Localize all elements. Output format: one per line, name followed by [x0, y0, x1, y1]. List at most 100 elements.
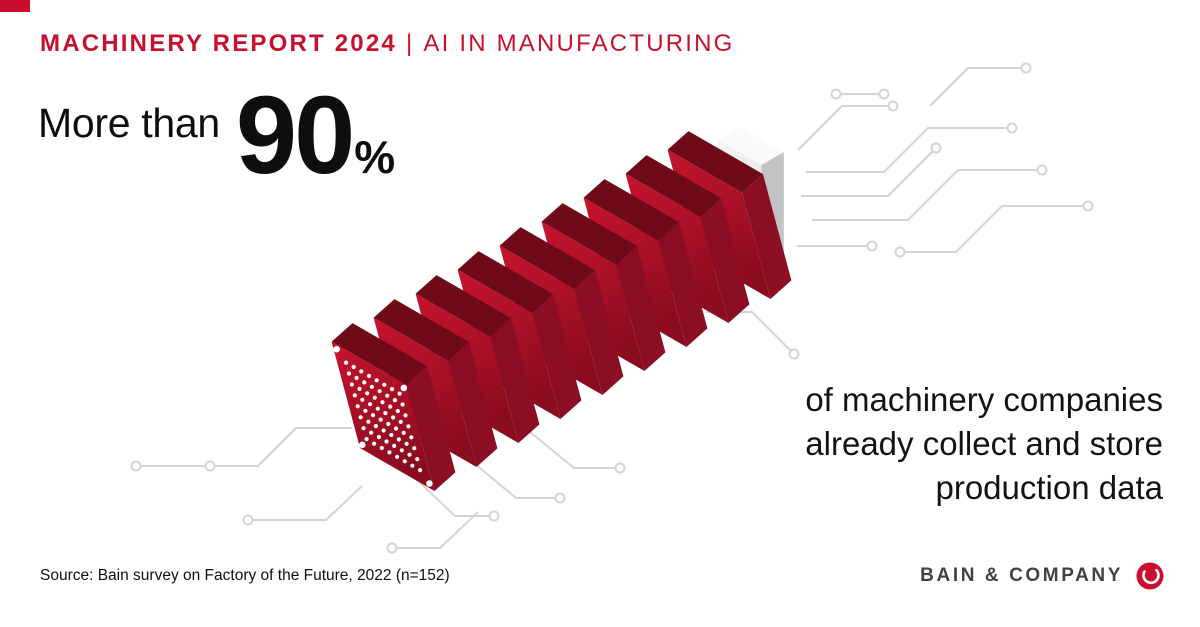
trace-node — [386, 542, 398, 554]
brand-wordmark: BAIN & COMPANY — [920, 565, 1123, 586]
domino-dot — [392, 398, 397, 403]
red-domino-top — [583, 179, 679, 241]
circuit-traces — [130, 62, 1094, 554]
domino-dot — [359, 369, 364, 374]
domino-dot — [406, 424, 411, 429]
trace-line — [797, 105, 893, 151]
trace-line — [467, 457, 560, 499]
domino-dot — [380, 400, 385, 405]
trace-line — [812, 169, 1042, 221]
red-domino-side — [574, 270, 624, 395]
domino-dot — [382, 382, 387, 387]
red-domino-top — [373, 299, 469, 361]
red-domino-top — [415, 275, 511, 337]
trace-node — [554, 492, 566, 504]
domino-dot — [372, 441, 377, 446]
domino-dot — [374, 378, 379, 383]
bain-arc-logo-icon — [1136, 562, 1164, 590]
red-domino-side — [490, 318, 540, 443]
domino-dot — [369, 384, 374, 389]
domino-dot — [412, 446, 417, 451]
red-domino-top — [499, 227, 595, 289]
trace-line — [929, 67, 1026, 107]
trace-line — [529, 431, 620, 469]
trace-line — [806, 127, 1012, 173]
domino-dot — [389, 387, 395, 392]
domino-dot — [355, 404, 360, 409]
domino-dot — [357, 386, 362, 391]
domino-dot — [407, 452, 412, 457]
domino-dot — [395, 454, 400, 459]
stat-line: of machinery companies — [805, 381, 1163, 418]
domino-dot — [418, 468, 423, 473]
domino-dot — [351, 364, 356, 370]
domino-dot — [370, 413, 376, 418]
domino-dot — [388, 404, 393, 409]
domino-dot — [376, 434, 381, 440]
stat-line: production data — [935, 468, 1163, 506]
domino-dot — [397, 391, 402, 396]
trace-line — [706, 311, 795, 355]
domino-dot — [383, 411, 388, 416]
domino-dot — [402, 459, 407, 464]
domino-dot — [384, 439, 389, 444]
domino-dot — [389, 432, 394, 438]
trace-node — [614, 462, 626, 474]
trace-line — [248, 485, 363, 521]
red-domino-side — [700, 198, 750, 323]
trace-node — [242, 514, 254, 526]
domino-dot — [410, 463, 415, 468]
trace-node — [930, 142, 942, 154]
trace-node — [1036, 164, 1048, 176]
domino-dot — [393, 426, 399, 431]
headline-stat: More than 90% — [38, 72, 395, 199]
domino-corner-dot — [400, 384, 408, 392]
trace-node — [488, 510, 500, 522]
red-domino-top — [667, 131, 763, 193]
domino-dot — [377, 389, 382, 394]
domino-corner-dot — [333, 345, 341, 353]
domino-dot — [403, 413, 408, 418]
source-note: Source: Bain survey on Factory of the Fu… — [40, 567, 450, 584]
domino-dot — [415, 457, 420, 462]
domino-dot — [409, 435, 414, 440]
trace-node — [878, 88, 890, 100]
red-domino-side — [742, 174, 792, 299]
domino-dot — [396, 437, 401, 442]
trace-line — [392, 511, 479, 549]
red-domino-side — [616, 246, 666, 371]
red-domino-side — [658, 222, 708, 347]
domino-dot — [400, 402, 405, 407]
trace-node — [204, 460, 216, 472]
domino-dot — [378, 417, 383, 422]
domino-dot — [349, 382, 354, 387]
headline-prefix: More than — [38, 100, 220, 146]
domino-dot — [386, 421, 391, 427]
domino-dot — [365, 391, 370, 396]
kicker-subtitle: AI IN MANUFACTURING — [423, 30, 735, 57]
domino-dot — [362, 380, 367, 385]
domino-dot — [387, 450, 392, 455]
domino-dot — [391, 415, 396, 420]
corner-accent-mark — [0, 0, 30, 12]
domino-dot — [395, 408, 400, 414]
domino-dot — [346, 371, 351, 376]
trace-node — [1020, 62, 1032, 74]
stat-description: of machinery companies already collect a… — [805, 378, 1163, 510]
domino-dot — [401, 430, 406, 435]
domino-dot — [373, 424, 378, 429]
domino-dot — [404, 441, 409, 446]
trace-node — [866, 240, 878, 252]
kicker-report-title: MACHINERY REPORT 2024 — [40, 30, 397, 57]
domino-row — [331, 127, 792, 491]
domino-dot — [343, 360, 349, 365]
domino-corner-dot — [359, 441, 366, 449]
domino-dot — [361, 426, 366, 431]
trace-line — [900, 205, 1088, 253]
domino-dot — [399, 448, 404, 453]
stat-line: already collect and store — [805, 424, 1163, 462]
domino-dot — [354, 375, 359, 381]
report-kicker: MACHINERY REPORT 2024 | AI IN MANUFACTURIN… — [40, 30, 735, 58]
domino-dot — [398, 419, 403, 424]
